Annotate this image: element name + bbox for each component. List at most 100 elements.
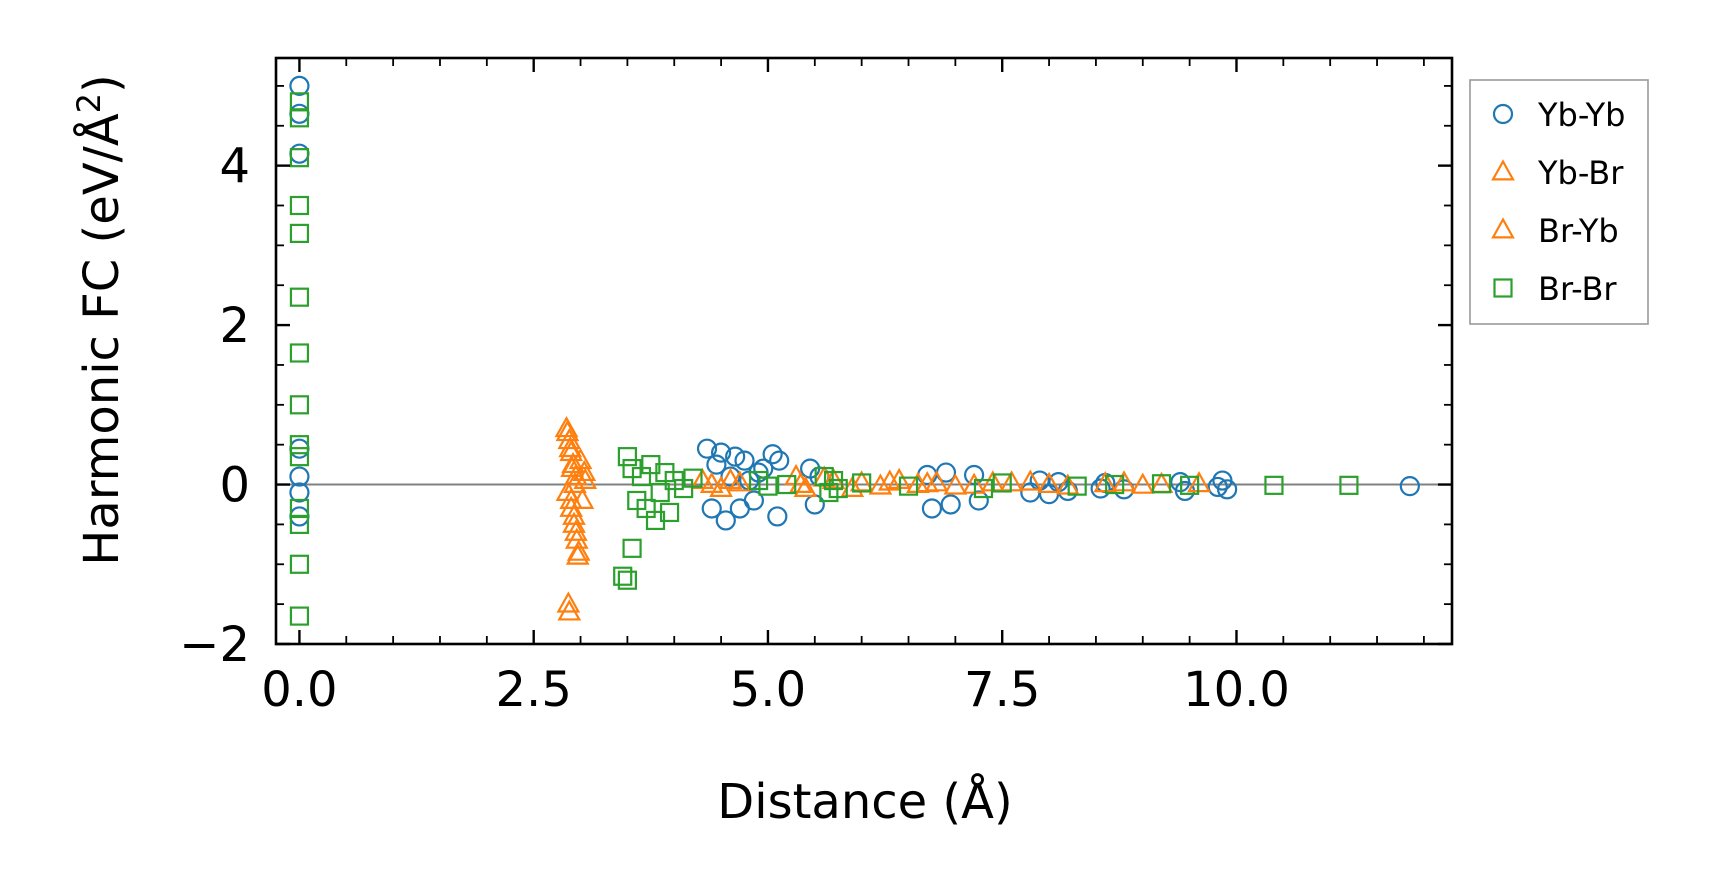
- x-tick-label: 2.5: [496, 662, 572, 718]
- y-axis-title: Harmonic FC (eV/Å2): [70, 74, 130, 566]
- y-axis-title-close: ): [74, 74, 130, 93]
- data-point: [690, 467, 715, 490]
- data-point: [1151, 474, 1172, 494]
- data-point: [289, 75, 310, 97]
- data-point: [921, 498, 943, 519]
- data-point: [710, 442, 732, 463]
- data-point: [743, 490, 764, 511]
- data-point: [706, 454, 727, 475]
- data-point: [564, 519, 588, 541]
- data-point: [1264, 475, 1284, 495]
- legend-item: Yb-Br: [1491, 154, 1624, 192]
- data-point: [622, 538, 642, 558]
- data-point: [940, 494, 961, 515]
- data-point: [1020, 482, 1041, 503]
- data-point: [1038, 484, 1060, 505]
- data-point: [1130, 472, 1155, 494]
- plot-frame: [274, 56, 1454, 646]
- data-point: [683, 468, 703, 488]
- y-tick-label: 4: [219, 139, 250, 195]
- data-point: [725, 446, 746, 467]
- legend-label: Br-Br: [1538, 270, 1617, 308]
- data-point: [289, 395, 310, 415]
- legend-item: Yb-Yb: [1492, 96, 1625, 134]
- data-point: [289, 435, 310, 455]
- data-point: [289, 466, 310, 487]
- data-point: [699, 471, 724, 493]
- data-point: [566, 539, 591, 561]
- data-point: [1018, 469, 1043, 491]
- data-point: [650, 482, 670, 503]
- legend-marker: [1493, 278, 1513, 298]
- data-point: [1399, 476, 1420, 497]
- data-point: [289, 287, 310, 307]
- data-point: [777, 474, 797, 495]
- data-point: [696, 438, 718, 459]
- data-point: [968, 490, 989, 511]
- y-tick-label: −2: [179, 617, 250, 673]
- data-point: [289, 447, 310, 467]
- legend-marker: [1491, 217, 1515, 239]
- data-point: [898, 476, 919, 496]
- y-axis-title-main: Harmonic FC (eV/Å: [73, 113, 130, 566]
- data-point: [617, 570, 637, 590]
- data-point: [289, 514, 310, 535]
- data-point: [973, 478, 994, 499]
- data-point: [1217, 479, 1238, 500]
- data-point: [701, 498, 722, 519]
- x-tick-label: 10.0: [1183, 662, 1290, 718]
- data-point: [557, 599, 582, 621]
- data-point: [555, 419, 580, 442]
- series-yb-yb: [289, 75, 1420, 531]
- data-point: [1149, 471, 1174, 493]
- data-point: [572, 459, 597, 482]
- data-point: [289, 223, 310, 244]
- series-yb-br: [554, 415, 1174, 613]
- data-point: [849, 470, 874, 492]
- data-point: [289, 195, 310, 216]
- data-point: [718, 467, 743, 490]
- legend: Yb-Yb Yb-Br Br-Yb Br-Br: [1469, 79, 1649, 325]
- data-point: [1067, 476, 1087, 496]
- data-point: [915, 470, 940, 493]
- data-point: [769, 450, 790, 471]
- data-point: [992, 473, 1012, 493]
- data-point: [289, 343, 310, 363]
- data-point: [558, 435, 583, 458]
- data-point: [727, 470, 752, 492]
- data-point: [1207, 476, 1228, 498]
- data-point: [563, 471, 587, 493]
- x-tick-label: 0.0: [261, 662, 337, 718]
- legend-item: Br-Yb: [1491, 212, 1619, 250]
- x-tick-label: 5.0: [730, 662, 806, 718]
- data-point: [1180, 475, 1200, 495]
- data-point: [758, 476, 778, 496]
- data-point: [715, 510, 736, 531]
- data-point: [1339, 475, 1359, 495]
- data-point: [734, 450, 755, 471]
- legend-label: Br-Yb: [1538, 212, 1619, 250]
- data-point: [767, 506, 788, 527]
- data-point: [868, 473, 893, 495]
- data-point: [617, 447, 637, 467]
- data-point: [762, 444, 783, 465]
- data-point: [289, 108, 310, 128]
- x-axis-title: Distance (Å): [717, 773, 1012, 830]
- legend-label: Yb-Yb: [1537, 96, 1625, 134]
- markers: [289, 75, 1420, 626]
- data-point: [828, 478, 848, 499]
- data-point: [289, 103, 310, 124]
- legend-marker: [1492, 103, 1514, 125]
- axes: 0.0 2.5 5.0 7.5 10.0 −2 0 2 4: [179, 56, 1454, 718]
- data-point: [289, 554, 310, 574]
- legend-item: Br-Br: [1493, 270, 1617, 308]
- data-point: [559, 487, 584, 509]
- data-point: [793, 475, 818, 497]
- y-tick-label: 2: [219, 298, 250, 354]
- data-point: [613, 566, 633, 586]
- legend-label: Yb-Br: [1537, 154, 1624, 192]
- data-point: [570, 487, 595, 509]
- x-tick-label: 7.5: [964, 662, 1040, 718]
- y-axis-title-superscript: 2: [70, 93, 108, 113]
- data-point: [289, 148, 310, 168]
